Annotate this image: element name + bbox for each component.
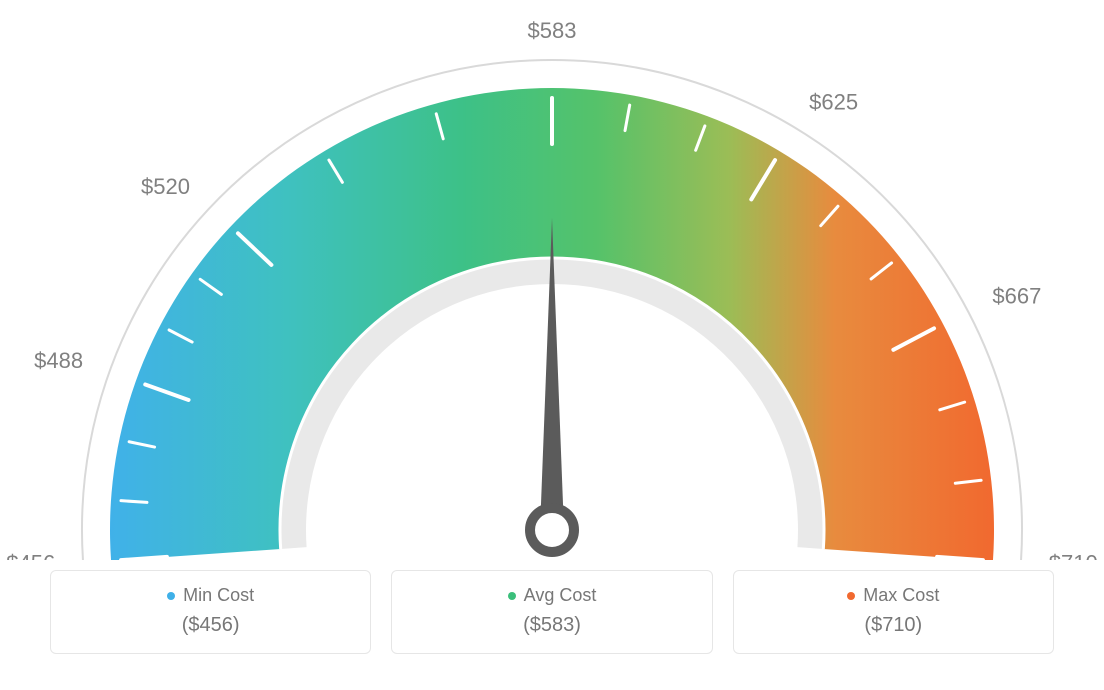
legend-dot-min bbox=[167, 592, 175, 600]
legend-min-label: Min Cost bbox=[61, 585, 360, 606]
legend-min-value: ($456) bbox=[61, 614, 360, 637]
legend-max-value: ($710) bbox=[744, 614, 1043, 637]
svg-text:$583: $583 bbox=[528, 18, 577, 43]
legend-max-label: Max Cost bbox=[744, 585, 1043, 606]
legend-avg-value: ($583) bbox=[402, 614, 701, 637]
legend-dot-max bbox=[847, 592, 855, 600]
legend-avg-label: Avg Cost bbox=[402, 585, 701, 606]
legend-max-card: Max Cost ($710) bbox=[733, 570, 1054, 654]
svg-text:$667: $667 bbox=[992, 283, 1041, 308]
svg-text:$710: $710 bbox=[1049, 551, 1098, 560]
legend-row: Min Cost ($456) Avg Cost ($583) Max Cost… bbox=[50, 570, 1054, 654]
svg-text:$520: $520 bbox=[141, 174, 190, 199]
svg-text:$625: $625 bbox=[809, 89, 858, 114]
svg-text:$488: $488 bbox=[34, 348, 83, 373]
legend-max-label-text: Max Cost bbox=[863, 585, 939, 606]
legend-avg-label-text: Avg Cost bbox=[524, 585, 597, 606]
legend-min-card: Min Cost ($456) bbox=[50, 570, 371, 654]
svg-text:$456: $456 bbox=[6, 551, 55, 560]
cost-gauge: $456 $488 $520 $583 $625 $667 $710 bbox=[0, 0, 1104, 560]
legend-dot-avg bbox=[508, 592, 516, 600]
legend-avg-card: Avg Cost ($583) bbox=[391, 570, 712, 654]
legend-min-label-text: Min Cost bbox=[183, 585, 254, 606]
